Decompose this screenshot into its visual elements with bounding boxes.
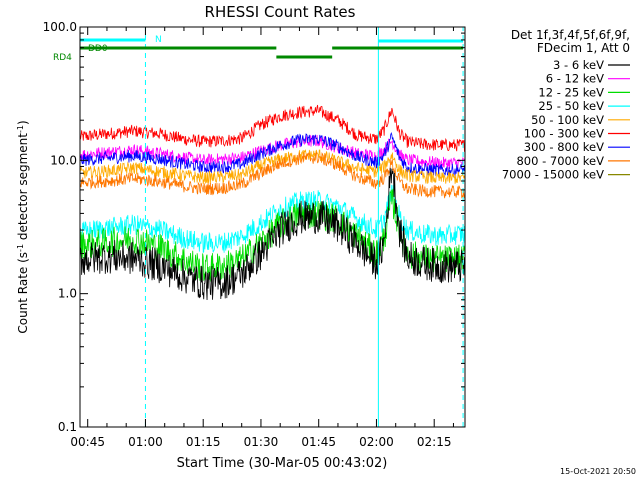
y-tick-label-1: 10.0 xyxy=(50,153,77,167)
y-axis-label: Count Rate (s-1 detector segment-1) xyxy=(16,120,31,333)
x-tick-label-6: 02:15 xyxy=(417,435,452,449)
x-tick-label-5: 02:00 xyxy=(359,435,394,449)
state-label-n: N xyxy=(155,35,162,45)
legend-label-5: 100 - 300 keV xyxy=(524,127,604,141)
series-line-4 xyxy=(79,148,466,185)
series-layer xyxy=(79,104,466,301)
x-tick-label-2: 01:15 xyxy=(186,435,221,449)
x-tick-label-4: 01:45 xyxy=(301,435,336,449)
legend-label-0: 3 - 6 keV xyxy=(553,58,604,72)
legend-header-line-2: FDecim 1, Att 0 xyxy=(537,41,630,55)
legend: Det 1f,3f,4f,5f,6f,9f, FDecim 1, Att 0 3… xyxy=(502,28,630,182)
legend-label-2: 12 - 25 keV xyxy=(538,85,604,99)
x-tick-label-3: 01:30 xyxy=(244,435,279,449)
legend-label-8: 7000 - 15000 keV xyxy=(502,168,604,182)
legend-label-7: 800 - 7000 keV xyxy=(516,154,604,168)
legend-label-4: 50 - 100 keV xyxy=(531,113,604,127)
series-line-7 xyxy=(79,151,466,200)
footer-timestamp: 15-Oct-2021 20:50 xyxy=(560,467,636,476)
series-line-6 xyxy=(79,132,466,178)
legend-label-3: 25 - 50 keV xyxy=(538,99,604,113)
y-tick-label-2: 1.0 xyxy=(58,287,77,301)
state-label-dd0: DD0 xyxy=(88,44,108,54)
legend-label-6: 300 - 800 keV xyxy=(524,140,604,154)
legend-label-1: 6 - 12 keV xyxy=(546,72,604,86)
y-tick-label-0: 100.0 xyxy=(43,20,77,34)
state-label-rd4: RD4 xyxy=(53,53,72,63)
overlay-layer xyxy=(79,27,464,427)
chart-title: RHESSI Count Rates xyxy=(205,3,356,21)
x-tick-label-0: 00:45 xyxy=(70,435,105,449)
y-tick-label-3: 0.1 xyxy=(58,420,77,434)
plot-frame xyxy=(79,26,466,428)
plot-area: 100.0 10.0 1.0 0.100:45 01:00 01:15 01:30 01:45… xyxy=(43,20,466,449)
x-tick-label-1: 01:00 xyxy=(128,435,163,449)
axis-layer: 100.0 10.0 1.0 0.100:45 01:00 01:15 01:30 01:45… xyxy=(43,20,465,449)
series-line-0 xyxy=(79,167,466,301)
x-axis-label: Start Time (30-Mar-05 00:43:02) xyxy=(177,456,388,471)
series-line-5 xyxy=(79,104,466,152)
series-line-3 xyxy=(79,184,466,254)
legend-header-line-1: Det 1f,3f,4f,5f,6f,9f, xyxy=(511,28,630,42)
